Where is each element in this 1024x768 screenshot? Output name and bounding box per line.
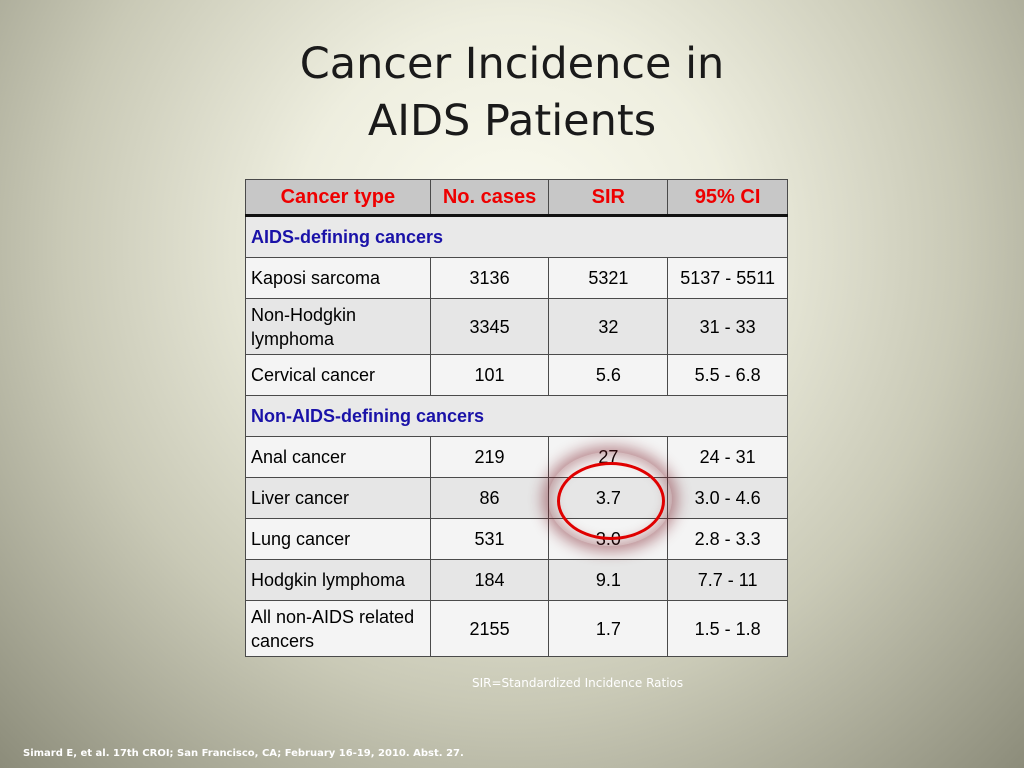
cell-95-ci: 2.8 - 3.3 [667,518,788,560]
cell-no-cases: 531 [429,518,550,560]
cell-no-cases: 3136 [429,257,550,299]
cell-cancer-type: Non-Hodgkin lymphoma [245,298,431,355]
section-row-aids-defining: AIDS-defining cancers [245,215,788,258]
cell-sir: 5321 [548,257,669,299]
cell-95-ci: 31 - 33 [667,298,788,355]
cell-sir: 9.1 [548,559,669,601]
cell-sir: 27 [548,436,669,478]
cell-95-ci: 24 - 31 [667,436,788,478]
cell-no-cases: 219 [429,436,550,478]
cell-sir: 5.6 [548,354,669,396]
table-row: Anal cancer 219 27 24 - 31 [245,436,788,478]
cell-no-cases: 3345 [429,298,550,355]
cell-sir: 3.0 [548,518,669,560]
table-row: Lung cancer 531 3.0 2.8 - 3.3 [245,518,788,560]
table-row: Kaposi sarcoma 3136 5321 5137 - 5511 [245,257,788,299]
header-sir: SIR [548,179,669,217]
cell-sir: 32 [548,298,669,355]
header-95-ci: 95% CI [667,179,788,217]
source-citation: Simard E, et al. 17th CROI; San Francisc… [23,748,464,759]
table-row: Non-Hodgkin lymphoma 3345 32 31 - 33 [245,298,788,355]
table-header-row: Cancer type No. cases SIR 95% CI [245,179,788,217]
table-row: Cervical cancer 101 5.6 5.5 - 6.8 [245,354,788,396]
cell-sir-highlighted: 3.7 [548,477,669,519]
table-row: All non-AIDS related cancers 2155 1.7 1.… [245,600,788,657]
cell-95-ci: 5.5 - 6.8 [667,354,788,396]
cell-no-cases: 86 [429,477,550,519]
cell-cancer-type: Cervical cancer [245,354,431,396]
header-no-cases: No. cases [429,179,550,217]
cell-no-cases: 101 [429,354,550,396]
cancer-incidence-table: Cancer type No. cases SIR 95% CI AIDS-de… [245,179,788,657]
table-row: Liver cancer 86 3.7 3.0 - 4.6 [245,477,788,519]
cell-95-ci: 1.5 - 1.8 [667,600,788,657]
cell-cancer-type: Anal cancer [245,436,431,478]
header-cancer-type: Cancer type [245,179,431,217]
cell-95-ci: 5137 - 5511 [667,257,788,299]
slide-title-line-2: AIDS Patients [367,96,657,146]
cell-cancer-type: Lung cancer [245,518,431,560]
slide-title: Cancer Incidence in AIDS Patients [0,36,1024,150]
section-row-non-aids-defining: Non-AIDS-defining cancers [245,395,788,437]
cell-no-cases: 184 [429,559,550,601]
cell-cancer-type: Hodgkin lymphoma [245,559,431,601]
table-row: Hodgkin lymphoma 184 9.1 7.7 - 11 [245,559,788,601]
cell-95-ci: 3.0 - 4.6 [667,477,788,519]
cell-cancer-type: All non-AIDS related cancers [245,600,431,657]
sir-footnote: SIR=Standardized Incidence Ratios [472,676,684,690]
cell-sir: 1.7 [548,600,669,657]
section-label: Non-AIDS-defining cancers [245,395,788,437]
cell-no-cases: 2155 [429,600,550,657]
cell-cancer-type: Liver cancer [245,477,431,519]
cell-95-ci: 7.7 - 11 [667,559,788,601]
cell-cancer-type: Kaposi sarcoma [245,257,431,299]
slide-title-line-1: Cancer Incidence in [299,39,725,89]
section-label: AIDS-defining cancers [245,215,788,258]
